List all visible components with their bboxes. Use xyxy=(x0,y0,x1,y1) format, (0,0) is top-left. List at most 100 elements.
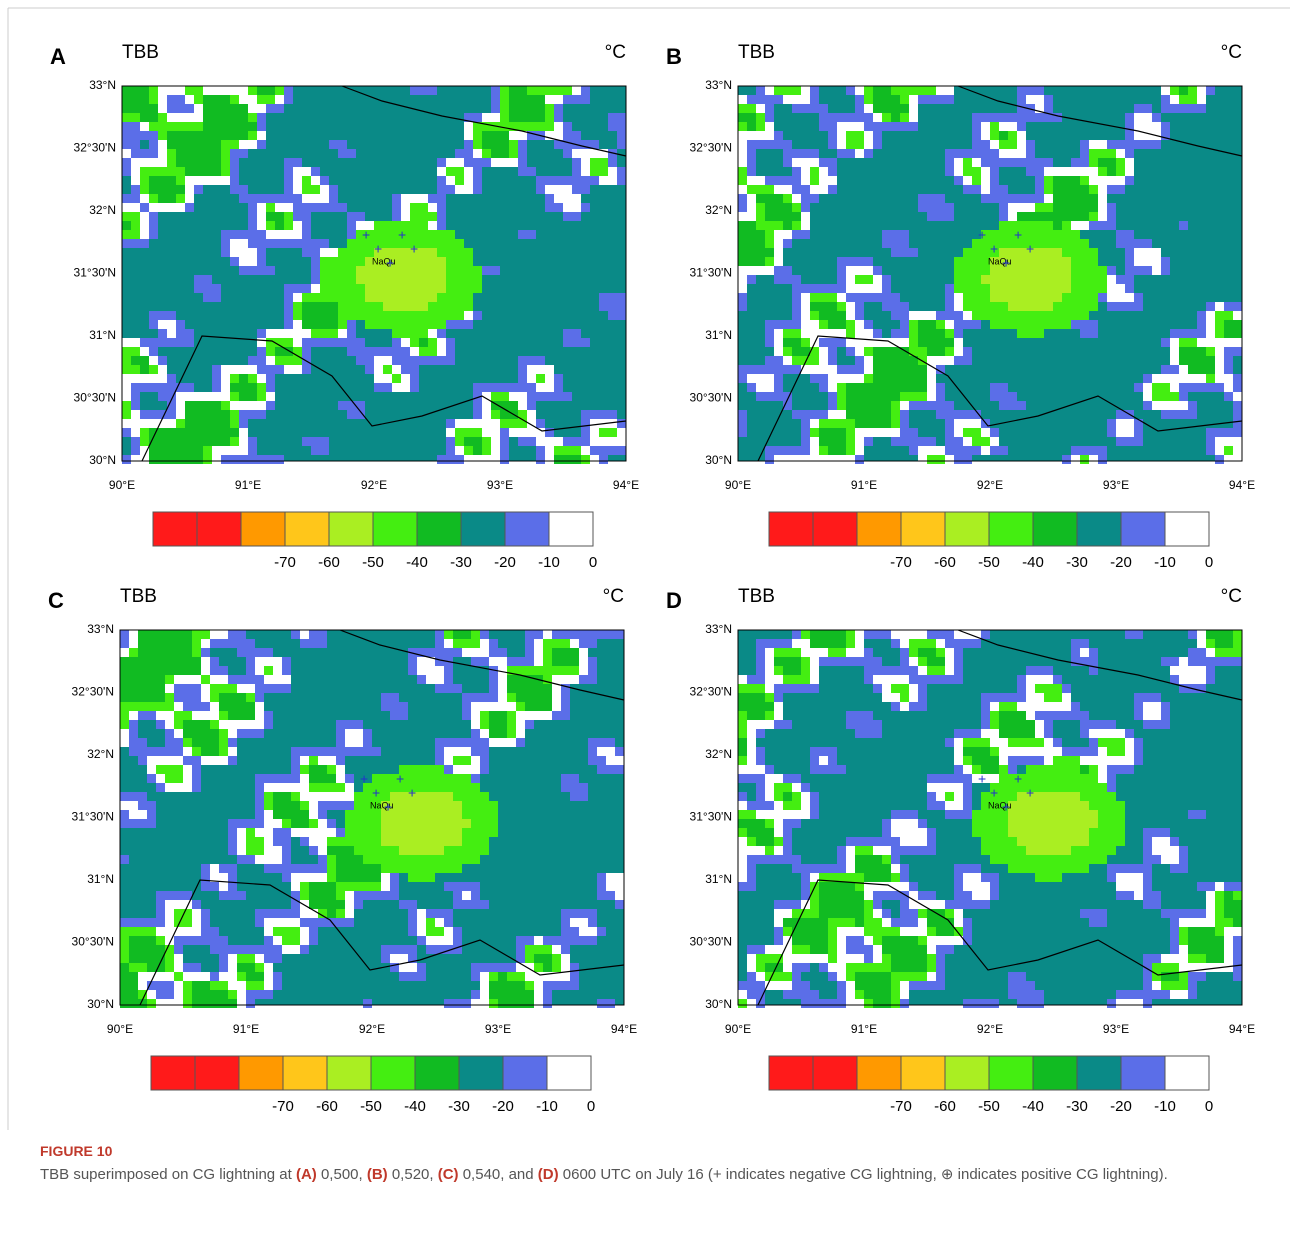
tbb-cell xyxy=(981,446,990,455)
tbb-cell xyxy=(491,104,500,113)
tbb-cell xyxy=(480,657,489,666)
tbb-cell xyxy=(1089,783,1098,792)
tbb-cell xyxy=(264,783,273,792)
tbb-cell xyxy=(1071,864,1080,873)
tbb-cell xyxy=(464,185,473,194)
tbb-cell xyxy=(138,666,147,675)
tbb-cell xyxy=(756,86,765,95)
tbb-cell xyxy=(927,675,936,684)
tbb-cell xyxy=(354,873,363,882)
tbb-cell xyxy=(918,972,927,981)
tbb-cell xyxy=(509,95,518,104)
tbb-cell xyxy=(192,963,201,972)
tbb-cell xyxy=(810,927,819,936)
colorbar-label: -10 xyxy=(538,554,560,571)
tbb-cell xyxy=(1017,684,1026,693)
tbb-cell xyxy=(194,284,203,293)
tbb-cell xyxy=(1053,266,1062,275)
tbb-cell xyxy=(158,365,167,374)
tbb-cell xyxy=(302,185,311,194)
tbb-cell xyxy=(158,329,167,338)
tbb-cell xyxy=(1017,329,1026,338)
tbb-cell xyxy=(1035,765,1044,774)
tbb-cell xyxy=(219,684,228,693)
tbb-cell xyxy=(900,846,909,855)
tbb-cell xyxy=(489,711,498,720)
tbb-cell xyxy=(1125,864,1134,873)
colorbar-label: -60 xyxy=(934,554,956,571)
tbb-cell xyxy=(192,711,201,720)
tbb-cell xyxy=(203,149,212,158)
tbb-cell xyxy=(1206,302,1215,311)
tbb-cell xyxy=(1188,338,1197,347)
tbb-cell xyxy=(525,684,534,693)
tbb-cell xyxy=(392,320,401,329)
tbb-cell xyxy=(1179,954,1188,963)
tbb-cell xyxy=(590,446,599,455)
tbb-cell xyxy=(828,347,837,356)
tbb-cell xyxy=(792,203,801,212)
tbb-cell xyxy=(945,347,954,356)
tbb-cell xyxy=(489,990,498,999)
tbb-cell xyxy=(284,86,293,95)
tbb-cell xyxy=(1179,918,1188,927)
tbb-cell xyxy=(891,122,900,131)
tbb-cell xyxy=(828,747,837,756)
tbb-cell xyxy=(336,801,345,810)
tbb-cell xyxy=(291,909,300,918)
tbb-cell xyxy=(1053,167,1062,176)
tbb-cell xyxy=(1026,167,1035,176)
tbb-cell xyxy=(419,203,428,212)
tbb-cell xyxy=(444,675,453,684)
tbb-cell xyxy=(552,639,561,648)
tbb-cell xyxy=(1062,275,1071,284)
tbb-cell xyxy=(345,783,354,792)
tbb-cell xyxy=(356,293,365,302)
tbb-cell xyxy=(864,347,873,356)
tbb-cell xyxy=(606,882,615,891)
tbb-cell xyxy=(738,140,747,149)
tbb-cell xyxy=(1143,828,1152,837)
tbb-cell xyxy=(138,927,147,936)
tbb-cell xyxy=(774,810,783,819)
tbb-cell xyxy=(882,855,891,864)
tbb-cell xyxy=(1134,738,1143,747)
tbb-cell xyxy=(167,446,176,455)
tbb-cell xyxy=(837,275,846,284)
tbb-cell xyxy=(855,302,864,311)
tbb-cell xyxy=(1017,999,1026,1008)
tbb-cell xyxy=(140,212,149,221)
tbb-cell xyxy=(1116,999,1125,1008)
tbb-cell xyxy=(543,684,552,693)
tbb-cell xyxy=(131,374,140,383)
tbb-cell xyxy=(783,900,792,909)
tbb-cell xyxy=(765,819,774,828)
tbb-cell xyxy=(765,945,774,954)
tbb-cell xyxy=(963,864,972,873)
tbb-cell xyxy=(552,630,561,639)
tbb-cell xyxy=(309,936,318,945)
tbb-cell xyxy=(491,149,500,158)
tbb-cell xyxy=(347,212,356,221)
tbb-cell xyxy=(738,266,747,275)
tbb-cell xyxy=(792,981,801,990)
tbb-cell xyxy=(1161,990,1170,999)
tbb-cell xyxy=(174,999,183,1008)
tbb-cell xyxy=(480,702,489,711)
tbb-cell xyxy=(498,657,507,666)
tbb-cell xyxy=(615,747,624,756)
tbb-cell xyxy=(129,936,138,945)
tbb-cell xyxy=(192,927,201,936)
tbb-cell xyxy=(882,963,891,972)
tbb-cell xyxy=(882,86,891,95)
tbb-cell xyxy=(561,972,570,981)
tbb-cell xyxy=(147,999,156,1008)
tbb-cell xyxy=(936,410,945,419)
lightning: + xyxy=(372,785,380,801)
tbb-cell xyxy=(1197,909,1206,918)
tbb-cell xyxy=(392,293,401,302)
tbb-cell xyxy=(419,284,428,293)
tbb-cell xyxy=(356,338,365,347)
tbb-cell xyxy=(1134,891,1143,900)
tbb-cell xyxy=(275,455,284,464)
